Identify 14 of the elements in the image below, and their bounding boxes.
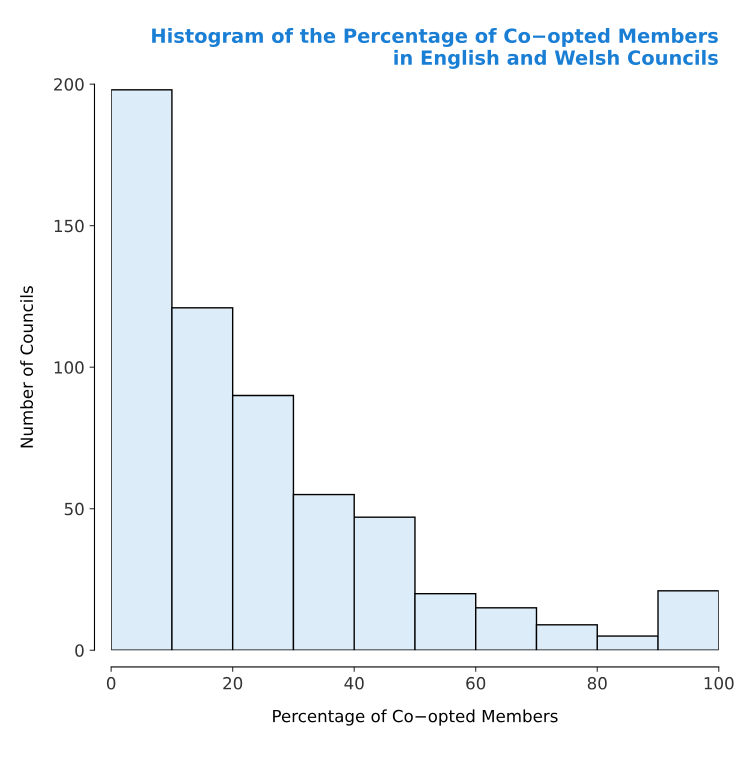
y-tick-label: 0 bbox=[75, 644, 84, 657]
y-tick-label: 50 bbox=[64, 502, 84, 516]
x-tick-label: 80 bbox=[588, 676, 607, 690]
x-axis-title: Percentage of Co−opted Members bbox=[273, 709, 558, 726]
chart-title: Histogram of the Percentage of Co−opted Members in English and Welsh Councils bbox=[152, 28, 718, 69]
x-tick-label: 0 bbox=[106, 676, 116, 690]
y-tick-label: 100 bbox=[54, 361, 84, 374]
x-tick-label: 20 bbox=[223, 676, 242, 690]
y-tick-label: 200 bbox=[54, 78, 84, 91]
x-tick-label: 40 bbox=[344, 676, 364, 690]
x-tick-label: 60 bbox=[466, 676, 486, 690]
y-tick-label: 150 bbox=[54, 220, 84, 232]
x-tick-label: 100 bbox=[704, 676, 734, 690]
y-axis-title: Number of Councils bbox=[20, 286, 34, 448]
